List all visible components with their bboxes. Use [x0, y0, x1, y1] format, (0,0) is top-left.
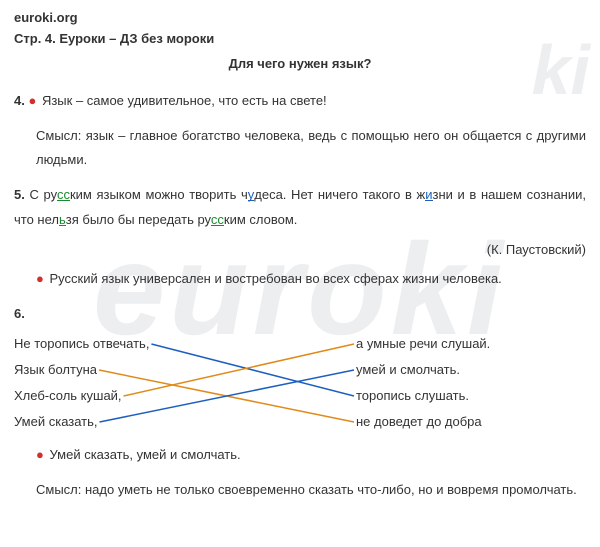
bullet-icon: ●: [28, 93, 36, 108]
page-title: Для чего нужен язык?: [14, 56, 586, 71]
q6-right-column: а умные речи слушай.умей и смолчать.торо…: [356, 331, 586, 435]
q5-text-segment: деса. Нет ничего такого в ж: [254, 187, 425, 202]
q5-text-segment: сс: [211, 212, 224, 227]
q6-meaning: Смысл: надо уметь не только своевременно…: [14, 478, 586, 503]
q4-number: 4.: [14, 93, 25, 108]
document-page: euroki.org Стр. 4. Еуроки – ДЗ без морок…: [0, 0, 600, 522]
q5-number: 5.: [14, 187, 25, 202]
q5-text-segment: и: [425, 187, 432, 202]
q6-right-item: не доведет до добра: [356, 409, 586, 435]
q6-match: Не торопись отвечать,Язык болтунаХлеб-со…: [14, 331, 586, 435]
q4-line2: Смысл: язык – главное богатство человека…: [14, 124, 586, 173]
q6-bullet-text: Умей сказать, умей и смолчать.: [49, 447, 240, 462]
q5-text-segment: ким словом.: [224, 212, 298, 227]
q4-text1: Язык – самое удивительное, что есть на с…: [42, 93, 327, 108]
q5-text-segment: С ру: [29, 187, 56, 202]
q6-left-item: Не торопись отвечать,: [14, 331, 244, 357]
q5-text-segment: ким языком можно творить ч: [70, 187, 248, 202]
q5-bullet-text: Русский язык универсален и востребован в…: [49, 271, 501, 286]
q5-text: 5. С русским языком можно творить чудеса…: [14, 183, 586, 232]
q6-left-item: Умей сказать,: [14, 409, 244, 435]
q6-left-item: Язык болтуна: [14, 357, 244, 383]
q6-right-item: торопись слушать.: [356, 383, 586, 409]
q6-left-column: Не торопись отвечать,Язык болтунаХлеб-со…: [14, 331, 244, 435]
q5-segmented-text: С русским языком можно творить чудеса. Н…: [14, 187, 586, 227]
q6-left-item: Хлеб-соль кушай,: [14, 383, 244, 409]
q6-intro: 6. Не торопись отвечать,: [14, 302, 586, 327]
q4-line1: 4. ● Язык – самое удивительное, что есть…: [14, 89, 586, 114]
q6-right-item: умей и смолчать.: [356, 357, 586, 383]
page-header: Стр. 4. Еуроки – ДЗ без мороки: [14, 31, 586, 46]
q5-text-segment: у: [248, 187, 255, 202]
bullet-icon: ●: [36, 447, 44, 462]
site-label: euroki.org: [14, 10, 586, 25]
q5-bullet-line: ● Русский язык универсален и востребован…: [14, 267, 586, 292]
bullet-icon: ●: [36, 271, 44, 286]
q6-number: 6.: [14, 306, 25, 321]
q5-text-segment: сс: [57, 187, 70, 202]
q5-text-segment: ь: [59, 212, 66, 227]
q6-bullet-line: ● Умей сказать, умей и смолчать.: [14, 443, 586, 468]
q5-text-segment: зя было бы передать ру: [66, 212, 211, 227]
q5-attribution: (К. Паустовский): [14, 242, 586, 257]
q6-right-item: а умные речи слушай.: [356, 331, 586, 357]
